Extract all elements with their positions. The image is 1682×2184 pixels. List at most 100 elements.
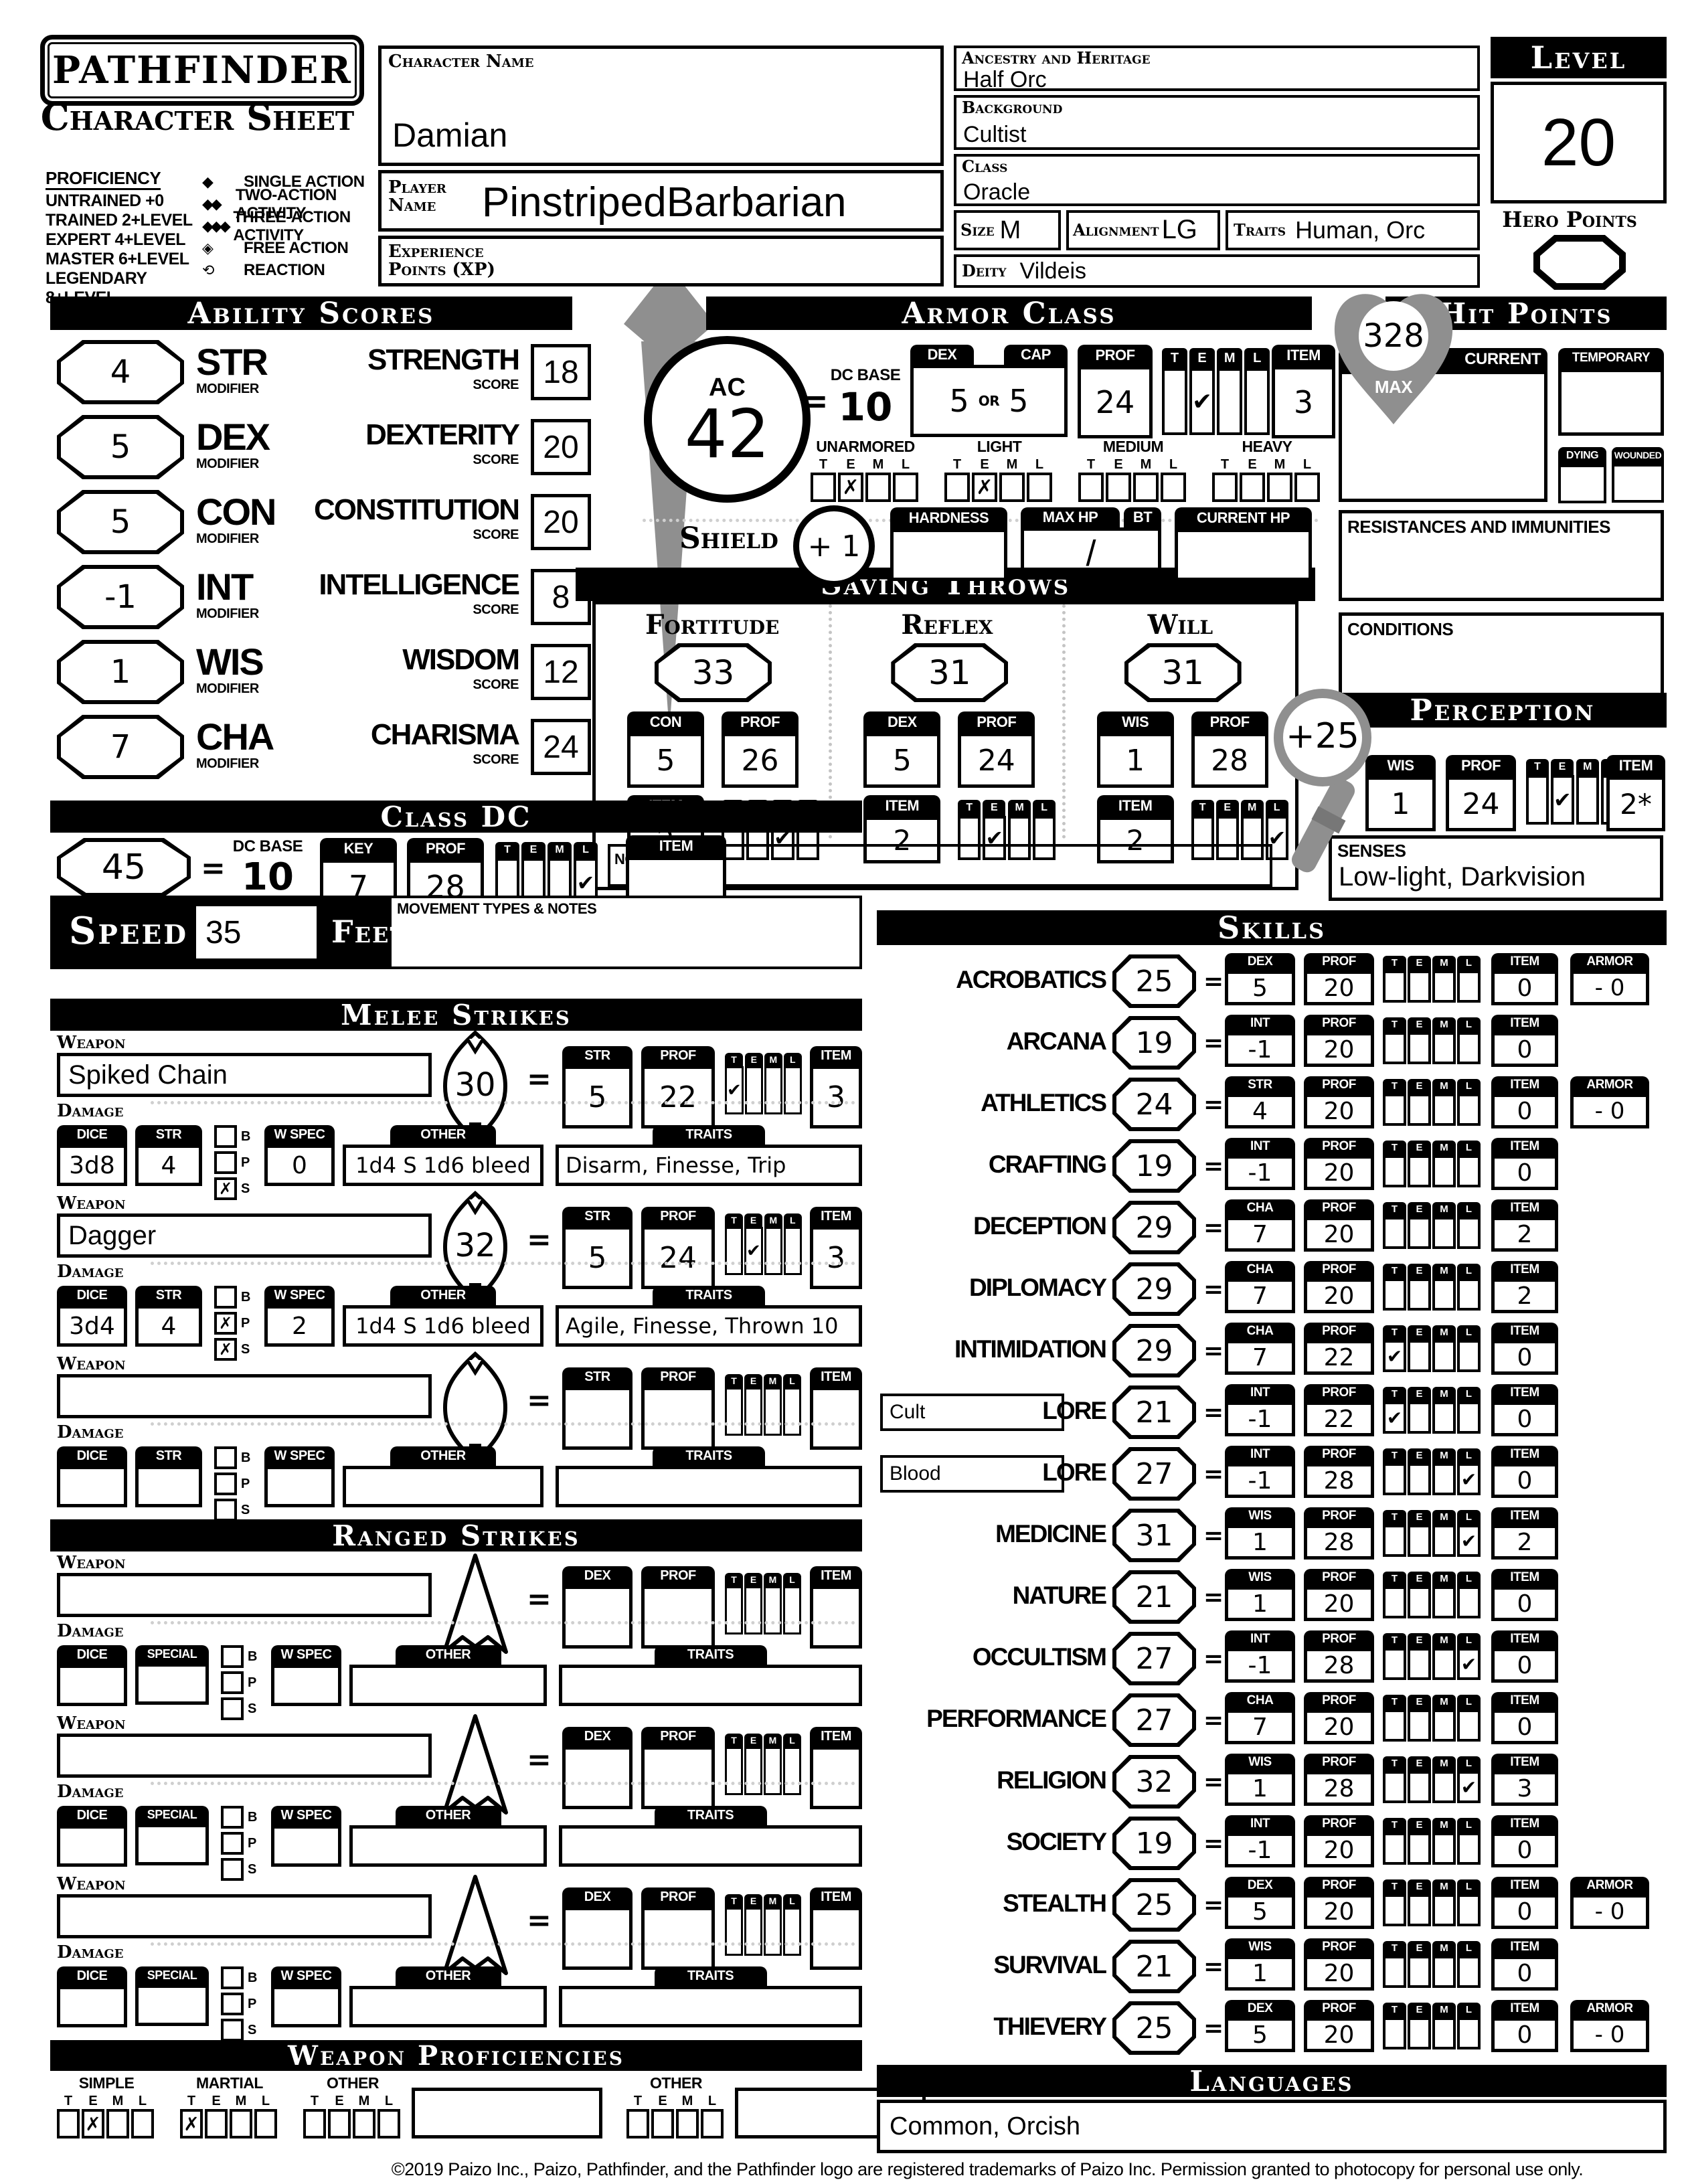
attack-item[interactable]: Item 3 [810, 1046, 862, 1128]
weapon-spec[interactable]: W Spec [271, 1966, 341, 2027]
skill-teml[interactable]: T E M L [1383, 1818, 1482, 1865]
skill-ability[interactable]: Cha 7 [1225, 1323, 1295, 1375]
skill-teml[interactable]: T E M L [1383, 1079, 1482, 1126]
hp-temporary-box[interactable]: Temporary [1558, 348, 1664, 436]
weapon-name-input[interactable]: Dagger [57, 1213, 432, 1258]
class-dc-total[interactable]: 45 [57, 838, 191, 897]
skill-armor[interactable]: Armor - 0 [1570, 953, 1649, 1005]
attack-teml[interactable]: T ✔ E M L [725, 1053, 803, 1114]
save-ability[interactable]: Con 5 [627, 711, 704, 788]
senses-value[interactable]: Low-light, Darkvision [1339, 861, 1586, 892]
weapon-spec[interactable]: W Spec 2 [264, 1286, 335, 1347]
weapon-traits[interactable]: Traits Agile, Finesse, Thrown 10 [556, 1286, 862, 1347]
skill-total[interactable]: 32 [1112, 1755, 1196, 1809]
skill-prof[interactable]: Prof 20 [1304, 1692, 1374, 1744]
skill-item[interactable]: Item 0 [1491, 1569, 1558, 1621]
attack-teml[interactable]: T E M L [725, 1374, 803, 1436]
skill-ability[interactable]: Wis 1 [1225, 1938, 1295, 1991]
alignment-value[interactable]: LG [1161, 215, 1197, 244]
perception-total[interactable]: +25 [1286, 716, 1359, 756]
attack-ability[interactable]: Dex [562, 1887, 633, 1970]
attack-teml[interactable]: T E M L [725, 1734, 803, 1795]
xp-box[interactable]: Experience Points (XP) [378, 236, 944, 286]
attack-prof[interactable]: Prof [641, 1566, 715, 1649]
alignment-box[interactable]: Alignment LG [1066, 210, 1220, 250]
skill-ability[interactable]: Wis 1 [1225, 1569, 1295, 1621]
damage-other[interactable]: Other [349, 1645, 547, 1706]
skill-item[interactable]: Item 0 [1491, 1692, 1558, 1744]
skill-ability[interactable]: Int -1 [1225, 1446, 1295, 1498]
damage-other[interactable]: Other [349, 1966, 547, 2027]
damage-dice[interactable]: Dice [57, 1645, 127, 1706]
skill-total[interactable]: 29 [1112, 1262, 1196, 1316]
ac-teml[interactable]: T E ✔ M L [1162, 348, 1272, 435]
skill-prof[interactable]: Prof 20 [1304, 953, 1374, 1005]
other-proficiency-input[interactable] [412, 2088, 602, 2139]
attack-item[interactable]: Item [810, 1727, 862, 1809]
weapon-name-input[interactable] [57, 1894, 432, 1938]
skill-prof[interactable]: Prof 22 [1304, 1384, 1374, 1436]
damage-special[interactable]: Special [135, 1645, 209, 1705]
skill-total[interactable]: 27 [1112, 1632, 1196, 1685]
save-total[interactable]: 31 [891, 643, 1009, 702]
skill-item[interactable]: Item 0 [1491, 1138, 1558, 1190]
weapon-name-input[interactable] [57, 1573, 432, 1617]
damage-dice[interactable]: Dice [57, 1966, 127, 2027]
skill-teml[interactable]: T E M L [1383, 1572, 1482, 1618]
damage-other[interactable]: Other 1d4 S 1d6 bleed [343, 1125, 543, 1186]
damage-dice[interactable]: Dice 3d8 [57, 1125, 127, 1186]
skill-total[interactable]: 24 [1112, 1078, 1196, 1131]
attack-prof[interactable]: Prof [641, 1887, 715, 1970]
shield-hp[interactable]: Max HP BT / [1021, 507, 1161, 580]
skill-teml[interactable]: T E M L ✔ [1383, 1510, 1482, 1557]
skill-prof[interactable]: Prof 20 [1304, 1138, 1374, 1190]
ability-score[interactable]: 20 [531, 494, 591, 550]
skill-item[interactable]: Item 0 [1491, 1815, 1558, 1867]
weapon-spec[interactable]: W Spec [271, 1645, 341, 1706]
skill-prof[interactable]: Prof 28 [1304, 1754, 1374, 1806]
attack-teml[interactable]: T E ✔ M L [725, 1213, 803, 1275]
damage-dice[interactable]: Dice [57, 1806, 127, 1867]
save-item[interactable]: Item 2 [863, 795, 941, 863]
skill-armor[interactable]: Armor - 0 [1570, 1076, 1649, 1128]
skill-ability[interactable]: Dex 5 [1225, 2000, 1295, 2052]
skill-item[interactable]: Item 0 [1491, 2000, 1558, 2052]
damage-type-checkboxes[interactable]: B P S [221, 1645, 257, 1720]
skill-ability[interactable]: Int -1 [1225, 1015, 1295, 1067]
skill-armor[interactable]: Armor - 0 [1570, 1877, 1649, 1929]
damage-special[interactable]: Special [135, 1806, 209, 1865]
weapon-traits[interactable]: Traits [559, 1806, 862, 1867]
skill-teml[interactable]: T E M L [1383, 1695, 1482, 1742]
ability-score[interactable]: 12 [531, 644, 591, 700]
skill-item[interactable]: Item 2 [1491, 1507, 1558, 1560]
skill-teml[interactable]: T E M L ✔ [1383, 1633, 1482, 1680]
shield-bonus[interactable]: + 1 [793, 505, 875, 587]
attack-ability[interactable]: Str 5 [562, 1046, 633, 1128]
ability-score[interactable]: 18 [531, 344, 591, 400]
skill-prof[interactable]: Prof 20 [1304, 1199, 1374, 1252]
ac-item[interactable]: Item 3 [1272, 345, 1335, 438]
skill-item[interactable]: Item 2 [1491, 1199, 1558, 1252]
skill-ability[interactable]: Int -1 [1225, 1630, 1295, 1683]
skill-total[interactable]: 21 [1112, 1940, 1196, 1993]
speed-value[interactable]: 35 [196, 906, 317, 958]
attack-prof[interactable]: Prof [641, 1367, 715, 1450]
shield-hardness[interactable]: Hardness [890, 507, 1007, 581]
attack-item[interactable]: Item [810, 1367, 862, 1450]
skill-teml[interactable]: T E M L [1383, 1879, 1482, 1926]
skill-ability[interactable]: Int -1 [1225, 1138, 1295, 1190]
weapon-spec[interactable]: W Spec [264, 1446, 335, 1507]
damage-other[interactable]: Other [343, 1446, 543, 1507]
skill-item[interactable]: Item 0 [1491, 953, 1558, 1005]
skill-total[interactable]: 27 [1112, 1693, 1196, 1747]
attack-prof[interactable]: Prof [641, 1727, 715, 1809]
attack-item[interactable]: Item 3 [810, 1207, 862, 1289]
skill-item[interactable]: Item 3 [1491, 1754, 1558, 1806]
skill-item[interactable]: Item 2 [1491, 1261, 1558, 1313]
skill-ability[interactable]: Int -1 [1225, 1384, 1295, 1436]
skill-teml[interactable]: T E M L [1383, 1264, 1482, 1311]
skill-item[interactable]: Item 0 [1491, 1877, 1558, 1929]
ac-total[interactable]: AC 42 [644, 336, 811, 503]
weapon-name-input[interactable] [57, 1734, 432, 1778]
skill-teml[interactable]: T E M L [1383, 1941, 1482, 1988]
